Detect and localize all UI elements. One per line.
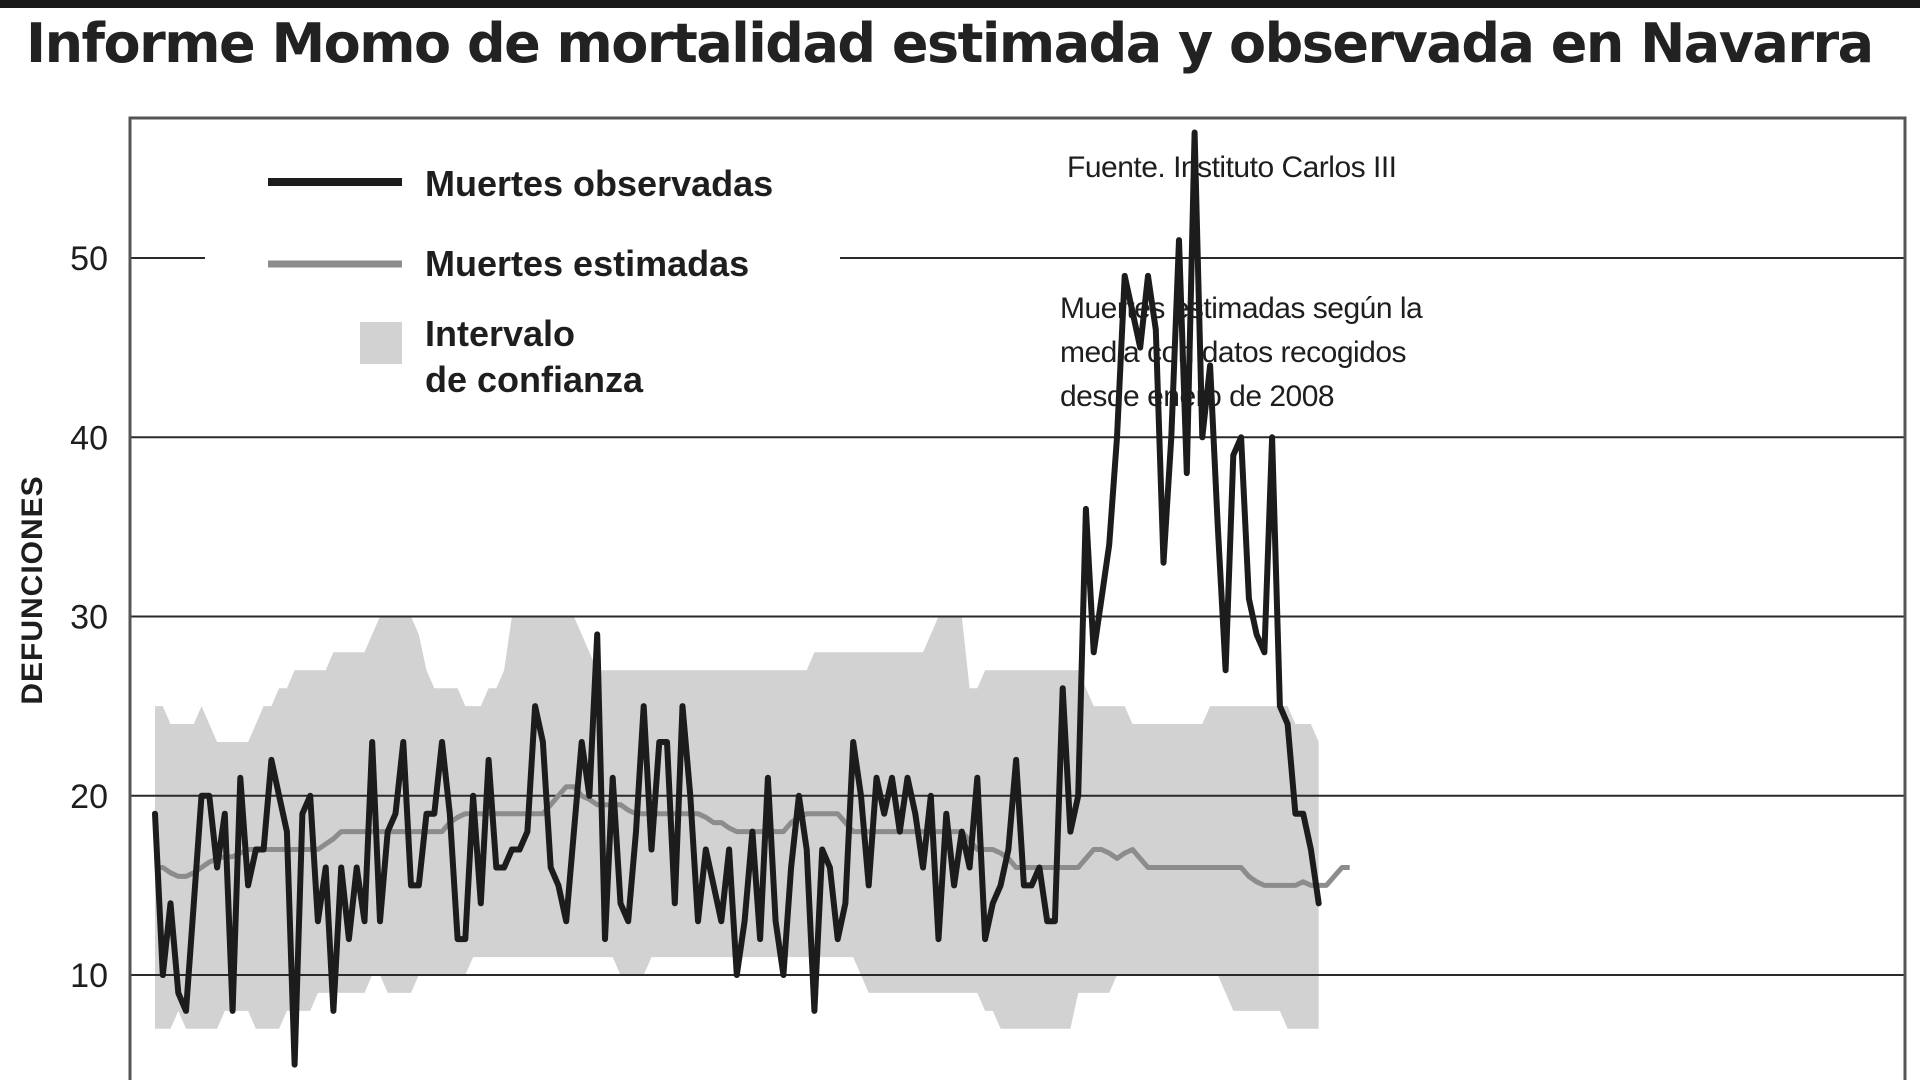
top-border-bar (0, 0, 1920, 8)
y-tick-label-20: 20 (70, 778, 108, 816)
legend: Muertes observadas Muertes estimadas Int… (268, 163, 773, 400)
plot-frame (128, 116, 1907, 1080)
legend-estimated-label: Muertes estimadas (425, 243, 749, 284)
legend-interval-swatch (360, 322, 402, 364)
legend-observed-label: Muertes observadas (425, 163, 773, 204)
y-tick-label-40: 40 (70, 419, 108, 457)
estimate-note: Muertes estimadas según la media con dat… (1060, 292, 1430, 413)
source-label: Fuente. Instituto Carlos III (1067, 151, 1397, 184)
y-axis-label: DEFUNCIONES (16, 475, 49, 704)
legend-interval-label: Intervalo de confianza (425, 313, 644, 400)
y-tick-label-30: 30 (70, 599, 108, 637)
y-tick-label-10: 10 (70, 957, 108, 995)
confidence-interval-band (155, 616, 1319, 1029)
chart-title: Informe Momo de mortalidad estimada y ob… (26, 12, 1874, 75)
observed-deaths-line (152, 129, 1322, 1068)
y-tick-label-50: 50 (70, 240, 108, 278)
